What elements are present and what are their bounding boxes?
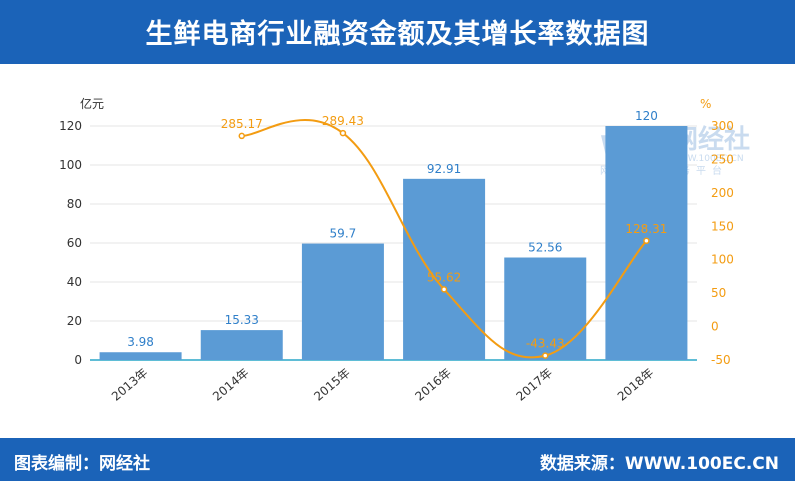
y-right-tick-label: 300 bbox=[711, 119, 734, 133]
y-right-tick-label: 50 bbox=[711, 286, 726, 300]
line-point bbox=[238, 132, 245, 140]
y-left-tick-label: 80 bbox=[67, 197, 82, 211]
y-left-unit: 亿元 bbox=[80, 96, 104, 111]
y-right-tick-label: 0 bbox=[711, 320, 719, 334]
line-value-label: 289.43 bbox=[322, 114, 364, 128]
line-value-label: 285.17 bbox=[221, 117, 263, 131]
y-right-tick-label: 200 bbox=[711, 186, 734, 200]
line-point bbox=[339, 129, 347, 137]
bar-value-label: 52.56 bbox=[528, 241, 562, 255]
y-left-tick-label: 0 bbox=[74, 353, 82, 367]
y-right-tick-label: 100 bbox=[711, 253, 734, 267]
bar-value-label: 3.98 bbox=[127, 335, 154, 349]
line-value-label: -43.43 bbox=[526, 337, 565, 351]
page-title: 生鲜电商行业融资金额及其增长率数据图 bbox=[145, 19, 650, 50]
line-value-label: 128.31 bbox=[625, 222, 667, 236]
y-right-tick-label: -50 bbox=[711, 353, 731, 367]
y-right-unit: % bbox=[700, 97, 711, 111]
header-bar: 生鲜电商行业融资金额及其增长率数据图 bbox=[0, 0, 795, 64]
bar bbox=[403, 178, 486, 360]
chart-credit: 图表编制：网经社 bbox=[14, 454, 150, 474]
line-point bbox=[542, 352, 549, 359]
line-value-label: 55.62 bbox=[427, 270, 461, 284]
x-tick-label: 2017年 bbox=[514, 366, 556, 404]
bar-value-label: 92.91 bbox=[427, 162, 461, 176]
y-right-tick-label: 150 bbox=[711, 219, 734, 233]
y-right-tick-label: 250 bbox=[711, 152, 734, 166]
bar bbox=[504, 257, 587, 360]
bar-value-label: 59.7 bbox=[330, 227, 357, 241]
y-left-tick-label: 20 bbox=[67, 314, 82, 328]
combo-chart: WS网经社WWW.100EC.CN网络经济服务平台020406080100120… bbox=[59, 96, 750, 404]
x-tick-label: 2018年 bbox=[615, 366, 657, 404]
x-tick-label: 2013年 bbox=[109, 366, 151, 404]
bar bbox=[301, 243, 384, 360]
x-tick-label: 2014年 bbox=[210, 366, 252, 404]
y-left-tick-label: 120 bbox=[59, 119, 82, 133]
watermark-site: WWW.100EC.CN bbox=[670, 154, 744, 164]
bar-value-label: 15.33 bbox=[225, 313, 259, 327]
line-point bbox=[440, 286, 448, 293]
footer-bar: 图表编制：网经社 数据来源：WWW.100EC.CN bbox=[0, 438, 795, 481]
bar bbox=[99, 352, 182, 360]
x-tick-label: 2016年 bbox=[412, 366, 454, 404]
x-tick-label: 2015年 bbox=[311, 366, 353, 404]
line-point bbox=[643, 237, 650, 245]
y-left-tick-label: 40 bbox=[67, 275, 82, 289]
y-left-tick-label: 100 bbox=[59, 158, 82, 172]
data-source: 数据来源：WWW.100EC.CN bbox=[539, 454, 779, 474]
bar bbox=[200, 330, 283, 360]
bar-value-label: 120 bbox=[635, 109, 658, 123]
y-left-tick-label: 60 bbox=[67, 236, 82, 250]
